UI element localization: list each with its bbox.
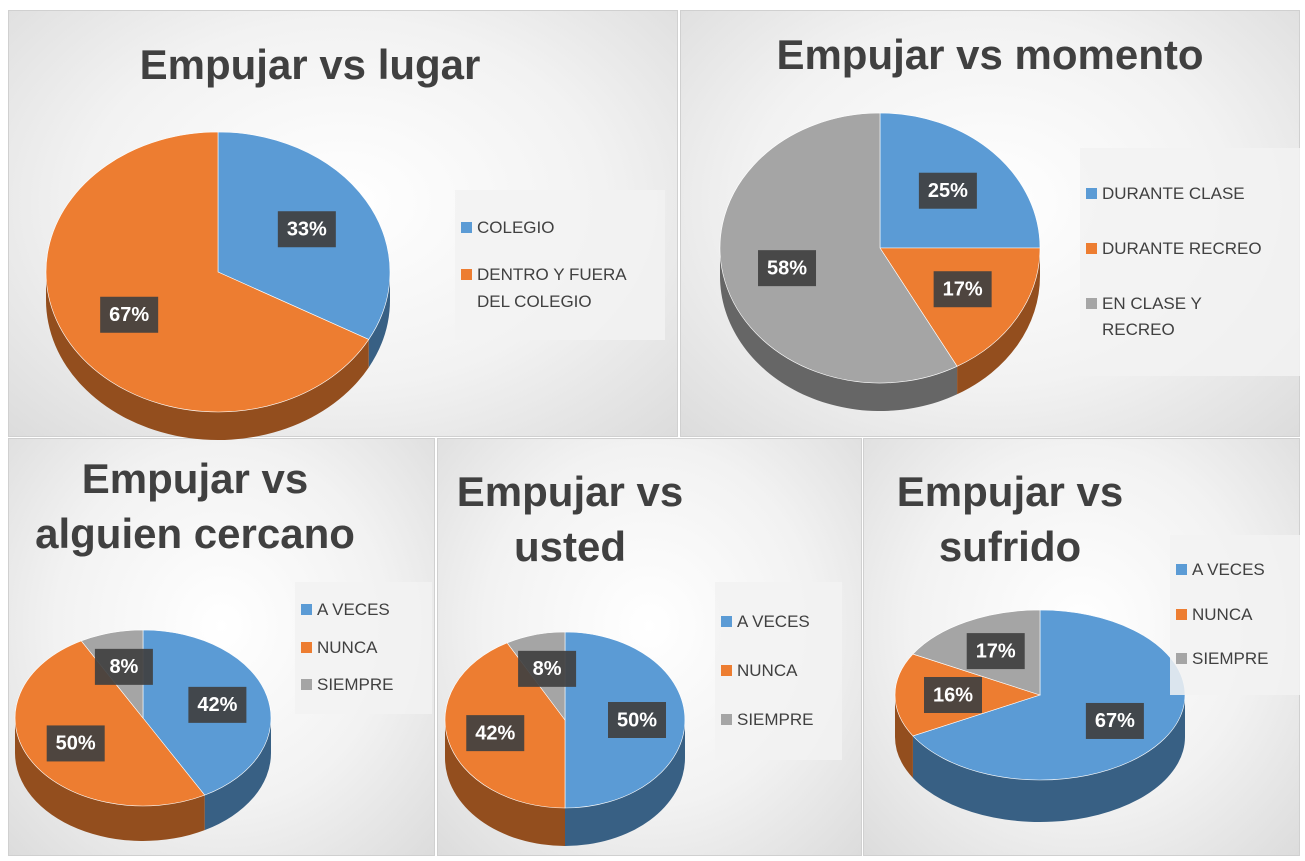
legend-item: DURANTE RECREO bbox=[1086, 236, 1294, 262]
data-label: 8% bbox=[109, 656, 138, 678]
legend-swatch bbox=[461, 221, 472, 233]
legend-item: DENTRO Y FUERA DEL COLEGIO bbox=[461, 262, 659, 315]
legend-item: EN CLASE Y RECREO bbox=[1086, 291, 1294, 344]
legend-swatch bbox=[721, 615, 732, 627]
data-label: 33% bbox=[287, 219, 327, 241]
legend-swatch bbox=[1086, 297, 1097, 309]
pie-side bbox=[912, 695, 1185, 822]
data-label: 17% bbox=[976, 640, 1016, 662]
data-label-box bbox=[933, 271, 992, 308]
pie-side bbox=[720, 248, 958, 411]
legend-item: A VECES bbox=[301, 597, 426, 623]
pie-slice bbox=[45, 131, 370, 413]
legend-label: NUNCA bbox=[317, 637, 378, 657]
data-label-box bbox=[100, 296, 159, 333]
data-label: 67% bbox=[109, 304, 149, 326]
data-label: 50% bbox=[56, 733, 96, 755]
legend: DURANTE CLASE DURANTE RECREO EN CLASE Y RE… bbox=[1080, 148, 1300, 376]
data-label: 58% bbox=[767, 257, 807, 279]
legend-label: DURANTE RECREO bbox=[1102, 238, 1262, 258]
legend-label: A VECES bbox=[1192, 560, 1265, 580]
chart-title: Empujar vs usted bbox=[456, 468, 684, 570]
legend-swatch bbox=[1086, 187, 1097, 199]
legend-label: NUNCA bbox=[737, 660, 798, 680]
legend-item: SIEMPRE bbox=[1176, 646, 1294, 672]
data-label-box bbox=[924, 677, 982, 713]
legend-swatch bbox=[461, 269, 472, 281]
legend-swatch bbox=[301, 641, 312, 653]
legend-label: SIEMPRE bbox=[737, 709, 814, 729]
legend-swatch bbox=[721, 664, 732, 676]
legend-swatch bbox=[1176, 653, 1187, 665]
chart-title: Empujar vs sufrido bbox=[896, 468, 1124, 570]
data-label: 8% bbox=[533, 658, 562, 680]
pie-side bbox=[46, 272, 369, 440]
legend-item: A VECES bbox=[721, 609, 836, 635]
chart-title: Empujar vs alguien cercano bbox=[35, 455, 355, 557]
legend: A VECES NUNCA SIEMPRE bbox=[295, 582, 432, 714]
legend-item: SIEMPRE bbox=[721, 707, 836, 733]
legend-swatch bbox=[301, 604, 312, 616]
legend-item: NUNCA bbox=[301, 635, 426, 661]
legend-swatch bbox=[1176, 564, 1187, 576]
data-label: 67% bbox=[1095, 710, 1135, 732]
data-label: 25% bbox=[928, 180, 968, 202]
legend-label: A VECES bbox=[317, 600, 390, 620]
chart-title: Empujar vs lugar bbox=[139, 41, 481, 88]
pie-slice bbox=[719, 112, 958, 384]
legend-item: NUNCA bbox=[1176, 602, 1294, 628]
pie-side bbox=[565, 720, 685, 846]
pie-side bbox=[368, 272, 390, 368]
legend-item: NUNCA bbox=[721, 658, 836, 684]
legend-swatch bbox=[1086, 242, 1097, 254]
legend-label: COLEGIO bbox=[477, 217, 555, 237]
chart-title: Empujar vs momento bbox=[776, 31, 1204, 78]
data-label-box bbox=[518, 650, 577, 687]
legend-label: EN CLASE Y RECREO bbox=[1102, 293, 1202, 339]
data-label: 17% bbox=[943, 279, 983, 301]
data-label-box bbox=[758, 250, 817, 287]
pie-side bbox=[15, 718, 205, 841]
data-label-box bbox=[608, 702, 666, 738]
pie-side bbox=[895, 695, 913, 778]
legend-label: DENTRO Y FUERA DEL COLEGIO bbox=[477, 265, 626, 311]
legend-label: SIEMPRE bbox=[317, 675, 394, 695]
legend-label: A VECES bbox=[737, 611, 810, 631]
data-label-box bbox=[918, 172, 977, 209]
data-label: 42% bbox=[197, 694, 237, 716]
data-label: 42% bbox=[475, 722, 515, 744]
legend-item: SIEMPRE bbox=[301, 672, 426, 698]
legend-swatch bbox=[301, 679, 312, 691]
legend-item: COLEGIO bbox=[461, 215, 659, 241]
pie-side bbox=[957, 248, 1040, 395]
legend-item: DURANTE CLASE bbox=[1086, 181, 1294, 207]
data-label-box bbox=[94, 648, 153, 685]
legend-label: SIEMPRE bbox=[1192, 649, 1269, 669]
data-label: 16% bbox=[933, 684, 973, 706]
data-label-box bbox=[277, 211, 336, 248]
data-label-box bbox=[466, 715, 525, 752]
data-label-box bbox=[966, 633, 1025, 670]
legend-label: NUNCA bbox=[1192, 604, 1253, 624]
legend-item: A VECES bbox=[1176, 557, 1294, 583]
pie-slice bbox=[14, 640, 206, 807]
legend-swatch bbox=[721, 713, 732, 725]
pie-side bbox=[445, 720, 565, 846]
legend: COLEGIO DENTRO Y FUERA DEL COLEGIO bbox=[455, 190, 665, 340]
legend: A VECES NUNCA SIEMPRE bbox=[1170, 535, 1300, 695]
legend-label: DURANTE CLASE bbox=[1102, 183, 1245, 203]
pie-side bbox=[204, 718, 271, 831]
legend-swatch bbox=[1176, 608, 1187, 620]
data-label-box bbox=[188, 686, 247, 723]
data-label: 50% bbox=[617, 709, 657, 731]
data-label-box bbox=[46, 725, 105, 762]
data-label-box bbox=[1085, 702, 1144, 739]
legend: A VECES NUNCA SIEMPRE bbox=[715, 582, 842, 760]
